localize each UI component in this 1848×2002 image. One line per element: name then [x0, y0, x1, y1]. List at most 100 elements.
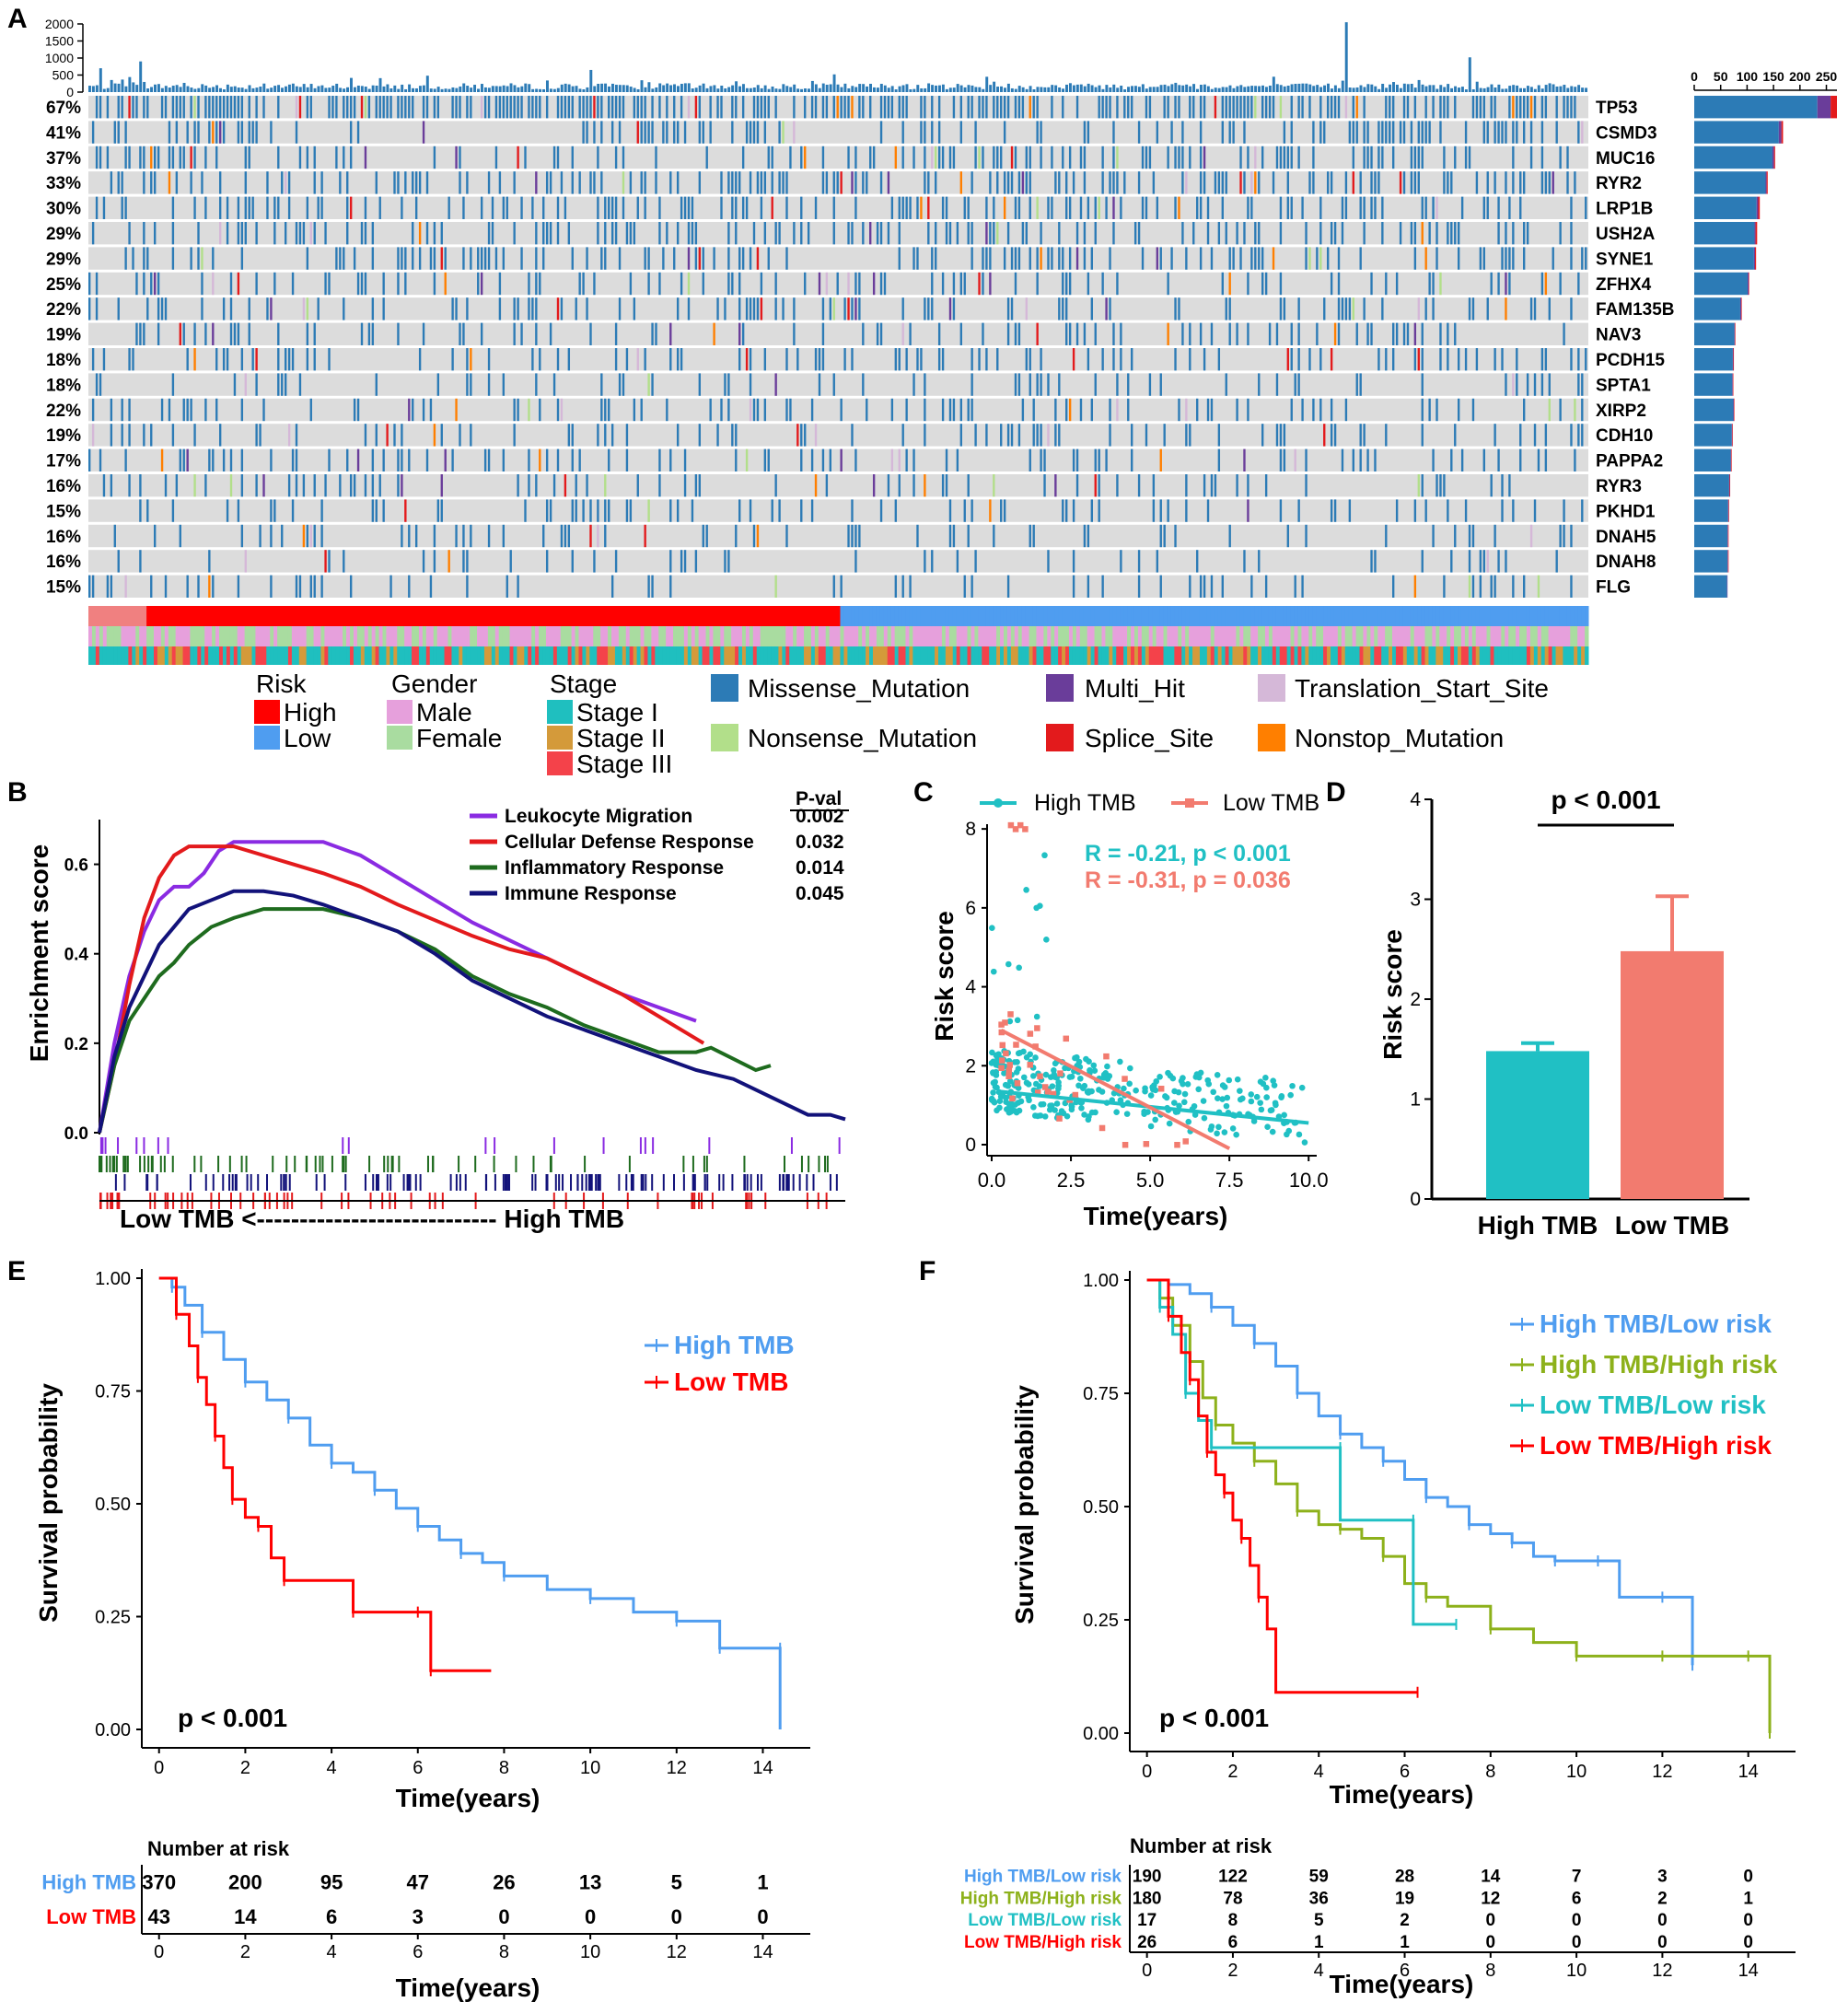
stage-track-cell: [1392, 646, 1397, 665]
mutation-cell: [829, 448, 832, 471]
km-xtick-label: 2: [1227, 1762, 1238, 1782]
mutation-cell: [349, 121, 353, 144]
mutation-cell: [360, 96, 364, 119]
mutation-cell: [171, 424, 175, 447]
mutation-cell: [945, 448, 948, 471]
gene-name: DNAH5: [1596, 528, 1656, 547]
mutation-cell: [1221, 272, 1224, 296]
mutation-cell: [651, 575, 654, 598]
mutation-cell: [244, 196, 247, 219]
mutation-cell: [1417, 297, 1420, 320]
risk-track-cell: [1006, 606, 1012, 626]
scatter-ytick-label: 6: [965, 898, 976, 919]
mutation-cell: [1385, 524, 1388, 548]
mutation-cell: [847, 297, 850, 320]
mutation-cell: [774, 575, 777, 598]
mutation-cell: [1247, 474, 1249, 497]
mutation-cell: [1385, 121, 1388, 144]
mutation-cell: [687, 96, 691, 119]
risk-track-cell: [731, 606, 736, 626]
mutation-cell: [1062, 297, 1064, 320]
scatter-xtick-label: 5.0: [1136, 1169, 1165, 1192]
mutation-cell: [1533, 373, 1537, 396]
tmb-bar: [673, 84, 676, 92]
mutation-cell: [287, 196, 291, 219]
mutation-cell: [513, 222, 516, 245]
tmb-bar: [597, 83, 600, 92]
scatter-point-low: [1072, 1091, 1079, 1099]
tmb-bar: [135, 85, 139, 92]
mutation-cell: [164, 575, 168, 598]
mutation-cell: [270, 499, 273, 522]
mutation-cell: [1109, 96, 1111, 119]
mutation-cell: [535, 171, 538, 194]
stage-track-cell: [978, 646, 982, 665]
gender-track-cell: [1497, 626, 1502, 646]
risk-track-cell: [952, 606, 958, 626]
mutation-cell: [1540, 348, 1544, 371]
stage-track-cell: [1290, 646, 1296, 665]
mutation-cell: [644, 196, 646, 219]
tmb-bar: [317, 86, 320, 92]
tmb-bar: [560, 84, 564, 92]
mutation-cell: [614, 550, 618, 573]
tmb-bar: [614, 85, 618, 92]
km-e-pvalue: p < 0.001: [178, 1704, 287, 1732]
gender-track-cell: [1047, 626, 1052, 646]
mutation-cell: [963, 575, 966, 598]
tmb-bar: [401, 84, 404, 92]
risk-track-cell: [328, 606, 332, 626]
mutation-cell: [545, 448, 549, 471]
risk-track-cell: [193, 606, 198, 626]
stage-track-cell: [491, 646, 496, 665]
mutation-cell: [578, 448, 581, 471]
stage-track-cell: [1178, 646, 1182, 665]
mutation-cell: [1156, 550, 1158, 573]
stage-track-cell: [702, 646, 707, 665]
mutation-cell: [360, 222, 364, 245]
mutation-cell: [451, 96, 454, 119]
stage-track-cell: [1537, 646, 1542, 665]
risk-track-cell: [1258, 606, 1262, 626]
stage-track-cell: [694, 646, 700, 665]
gsea-legend-label: Leukocyte Migration: [505, 806, 692, 827]
scatter-point-high: [1058, 1108, 1065, 1114]
stage-track-cell: [110, 646, 115, 665]
tmb-bar: [1217, 87, 1221, 92]
mutation-cell: [1003, 171, 1006, 194]
mutation-cell: [749, 121, 752, 144]
mutation-cell: [470, 247, 472, 270]
mutation-cell: [978, 348, 981, 371]
gender-track-cell: [967, 626, 971, 646]
mutation-cell: [629, 222, 633, 245]
mutation-cell: [121, 171, 123, 194]
stage-track-cell: [1032, 646, 1037, 665]
gender-track-cell: [1210, 626, 1215, 646]
mutation-cell: [244, 145, 247, 169]
gender-track-cell: [266, 626, 271, 646]
mutation-cell: [121, 196, 123, 219]
mutation-cell: [666, 96, 668, 119]
mutation-cell: [1443, 96, 1446, 119]
mutation-cell: [658, 474, 661, 497]
risk-track-cell: [1210, 606, 1215, 626]
scatter-point-high: [1207, 1126, 1215, 1133]
risk-track-cell: [869, 606, 874, 626]
stage-track-cell: [974, 646, 979, 665]
scatter-point-low: [998, 1021, 1005, 1028]
gsea-panel: Enrichment score P-val Low TMB <--------…: [25, 788, 849, 1233]
mutation-cell: [462, 524, 465, 548]
risk-track-cell: [1192, 606, 1197, 626]
risk-track-cell: [248, 606, 252, 626]
mutation-cell: [1381, 222, 1384, 245]
tmb-bar: [1010, 87, 1014, 92]
mutation-cell: [1017, 373, 1021, 396]
gene-name: PAPPA2: [1596, 452, 1663, 471]
gender-track-cell: [1036, 626, 1040, 646]
mutation-cell: [157, 322, 160, 345]
risk-track-cell: [610, 606, 616, 626]
mutation-cell: [139, 550, 142, 573]
mutation-cell: [931, 247, 934, 270]
mutation-cell: [1389, 121, 1391, 144]
risk-track-cell: [1083, 606, 1088, 626]
